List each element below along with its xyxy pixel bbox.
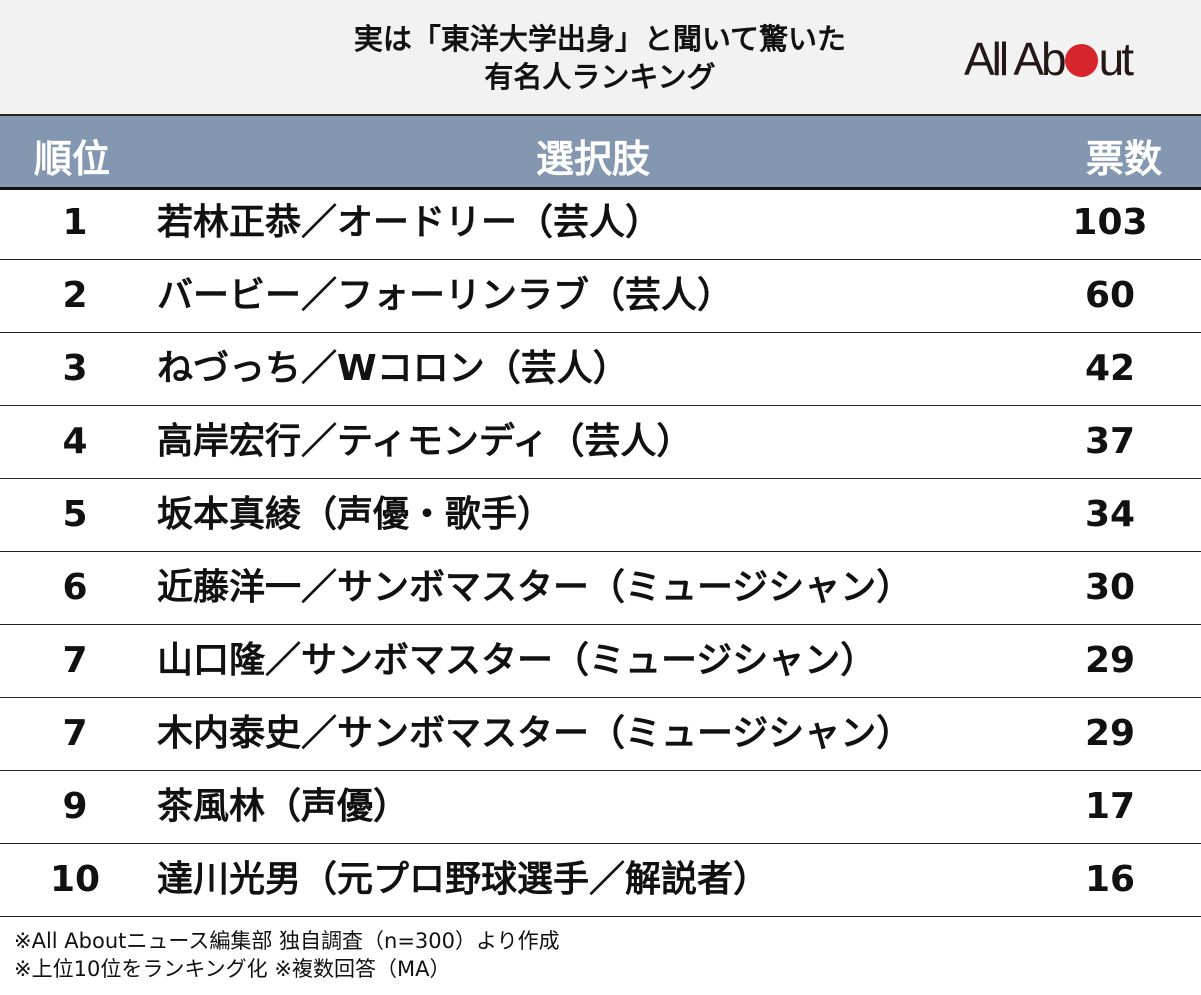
votes-cell: 16 <box>1084 859 1136 900</box>
logo-text-left: All Ab <box>964 33 1067 85</box>
votes-cell: 30 <box>1084 567 1136 608</box>
footnotes: ※All Aboutニュース編集部 独自調査（n=300）より作成 ※上位10位… <box>14 927 560 983</box>
votes-cell: 60 <box>1084 275 1136 316</box>
name-cell: 木内泰史／サンボマスター（ミュージシャン） <box>157 713 913 754</box>
name-cell: ねづっち／Wコロン（芸人） <box>157 348 629 389</box>
table-header: 順位 選択肢 票数 <box>0 114 1201 190</box>
name-cell: 高岸宏行／ティモンディ（芸人） <box>157 421 693 462</box>
votes-cell: 42 <box>1084 348 1136 389</box>
votes-cell: 103 <box>1072 202 1148 243</box>
name-cell: バービー／フォーリンラブ（芸人） <box>157 275 734 316</box>
name-cell: 坂本真綾（声優・歌手） <box>157 494 554 535</box>
header-votes: 票数 <box>1086 137 1163 181</box>
title-line-2: 有名人ランキング <box>484 60 716 94</box>
name-cell: 若林正恭／オードリー（芸人） <box>157 202 662 243</box>
table-row: 2 バービー／フォーリンラブ（芸人） 60 <box>0 260 1201 333</box>
table-row: 7 山口隆／サンボマスター（ミュージシャン） 29 <box>0 625 1201 698</box>
table-row: 4 高岸宏行／ティモンディ（芸人） 37 <box>0 406 1201 479</box>
rank-cell: 6 <box>62 567 88 608</box>
rank-cell: 1 <box>62 202 88 243</box>
logo-text-right: ut <box>1098 33 1134 85</box>
rank-cell: 9 <box>62 786 88 827</box>
rank-cell: 4 <box>62 421 88 462</box>
header-choice: 選択肢 <box>536 137 651 181</box>
name-cell: 達川光男（元プロ野球選手／解説者） <box>157 859 770 900</box>
footnote-2: ※上位10位をランキング化 ※複数回答（MA） <box>14 957 451 981</box>
name-cell: 茶風林（声優） <box>157 786 410 827</box>
table-row: 3 ねづっち／Wコロン（芸人） 42 <box>0 333 1201 406</box>
votes-cell: 29 <box>1084 713 1136 754</box>
votes-cell: 29 <box>1084 640 1136 681</box>
header-rank: 順位 <box>34 137 111 181</box>
rank-cell: 7 <box>62 713 88 754</box>
title-line-1: 実は「東洋大学出身」と聞いて驚いた <box>353 22 847 56</box>
name-cell: 近藤洋一／サンボマスター（ミュージシャン） <box>157 567 913 608</box>
name-cell: 山口隆／サンボマスター（ミュージシャン） <box>157 640 877 681</box>
rank-cell: 5 <box>62 494 88 535</box>
table-body: 1 若林正恭／オードリー（芸人） 103 2 バービー／フォーリンラブ（芸人） 60 3 ねづ… <box>0 187 1201 917</box>
logo-red-dot <box>1064 44 1098 77</box>
rank-cell: 7 <box>62 640 88 681</box>
table-row: 5 坂本真綾（声優・歌手） 34 <box>0 479 1201 552</box>
table-row: 6 近藤洋一／サンボマスター（ミュージシャン） 30 <box>0 552 1201 625</box>
rank-cell: 3 <box>62 348 88 389</box>
votes-cell: 17 <box>1084 786 1136 827</box>
table-row: 7 木内泰史／サンボマスター（ミュージシャン） 29 <box>0 698 1201 771</box>
votes-cell: 34 <box>1084 494 1136 535</box>
footnote-1: ※All Aboutニュース編集部 独自調査（n=300）より作成 <box>14 929 560 953</box>
rank-cell: 10 <box>49 859 101 900</box>
table-row: 9 茶風林（声優） 17 <box>0 771 1201 844</box>
rank-cell: 2 <box>62 275 88 316</box>
allabout-logo: All Ab ut <box>964 33 1134 85</box>
votes-cell: 37 <box>1084 421 1136 462</box>
title-area: 実は「東洋大学出身」と聞いて驚いた 有名人ランキング All Ab ut <box>0 0 1201 114</box>
table-row: 1 若林正恭／オードリー（芸人） 103 <box>0 187 1201 260</box>
chart-title: 実は「東洋大学出身」と聞いて驚いた 有名人ランキング <box>250 20 950 96</box>
table-row: 10 達川光男（元プロ野球選手／解説者） 16 <box>0 844 1201 917</box>
